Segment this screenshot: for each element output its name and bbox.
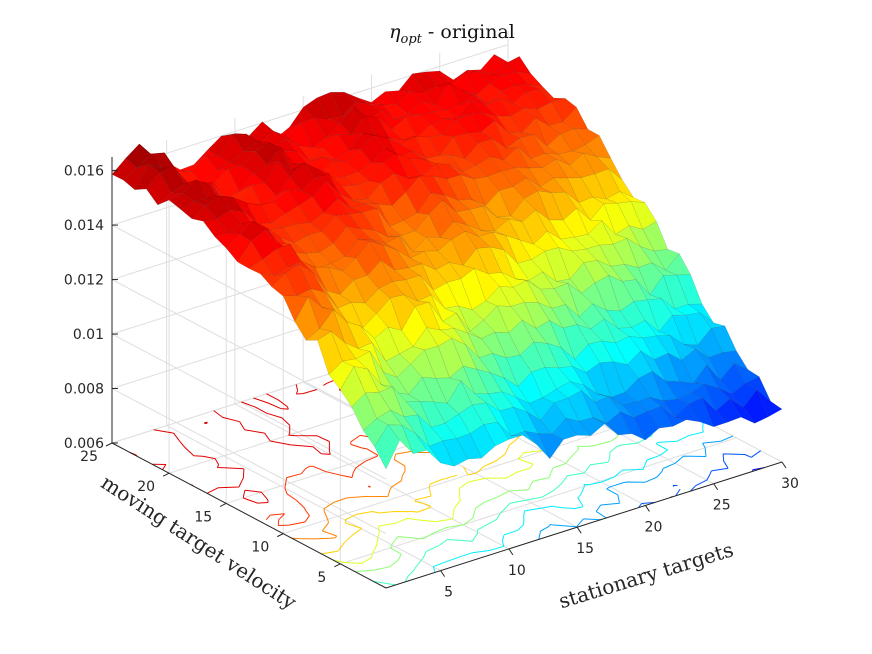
y-tick bbox=[277, 533, 284, 538]
surface-patch bbox=[687, 303, 714, 324]
x-tick bbox=[508, 548, 514, 556]
y-tick bbox=[219, 502, 227, 507]
contour-line bbox=[538, 435, 734, 540]
x-axis-line bbox=[385, 461, 783, 589]
y-tick bbox=[334, 563, 341, 568]
surface-patch bbox=[585, 135, 612, 159]
x-tick-label: 20 bbox=[645, 519, 663, 535]
title-symbol: η bbox=[389, 21, 401, 43]
axes: 0.006 0.008 0.01 0.012 0.014 0.016 5 10 15 20 25 30… bbox=[64, 157, 799, 601]
x-tick bbox=[440, 570, 446, 577]
contour-line bbox=[638, 450, 761, 508]
x-tick bbox=[713, 483, 719, 491]
z-tick-label: 0.01 bbox=[73, 327, 104, 343]
y-tick-label: 10 bbox=[251, 540, 269, 556]
y-tick-label: 15 bbox=[194, 509, 212, 525]
x-tick-label: 15 bbox=[576, 541, 594, 557]
surface-patch bbox=[744, 376, 771, 402]
z-tick-label: 0.014 bbox=[64, 218, 104, 234]
surface-patch bbox=[676, 274, 703, 305]
surface-patch bbox=[539, 88, 566, 103]
x-tick-label: 30 bbox=[781, 476, 799, 492]
surface-patch bbox=[596, 156, 623, 180]
y-tick-label: 5 bbox=[317, 570, 326, 586]
x-tick bbox=[576, 526, 582, 534]
x-tick-label: 5 bbox=[444, 585, 453, 601]
surface-patch bbox=[722, 350, 749, 371]
x-tick bbox=[645, 505, 650, 512]
y-tick-label: 25 bbox=[80, 449, 98, 465]
surface-patch bbox=[756, 389, 783, 418]
z-tick-label: 0.006 bbox=[64, 436, 104, 452]
y-axis-label: moving target velocity bbox=[97, 470, 302, 615]
surface-patch bbox=[562, 106, 589, 130]
surface-patch bbox=[528, 84, 554, 99]
y-tick bbox=[162, 472, 170, 477]
contour-line bbox=[432, 420, 704, 573]
z-tick-label: 0.012 bbox=[64, 273, 104, 289]
z-tick-label: 0.016 bbox=[64, 164, 104, 180]
y-tick-label: 20 bbox=[137, 479, 155, 495]
x-tick bbox=[781, 461, 787, 469]
x-tick-label: 10 bbox=[508, 563, 526, 579]
title-rest: - original bbox=[422, 21, 515, 43]
chart-title: ηopt - original bbox=[389, 21, 515, 47]
surface-mesh bbox=[111, 54, 783, 470]
title-subscript: opt bbox=[401, 32, 423, 47]
x-tick-label: 25 bbox=[713, 498, 731, 514]
z-tick-label: 0.008 bbox=[64, 382, 104, 398]
y-tick bbox=[105, 442, 113, 447]
